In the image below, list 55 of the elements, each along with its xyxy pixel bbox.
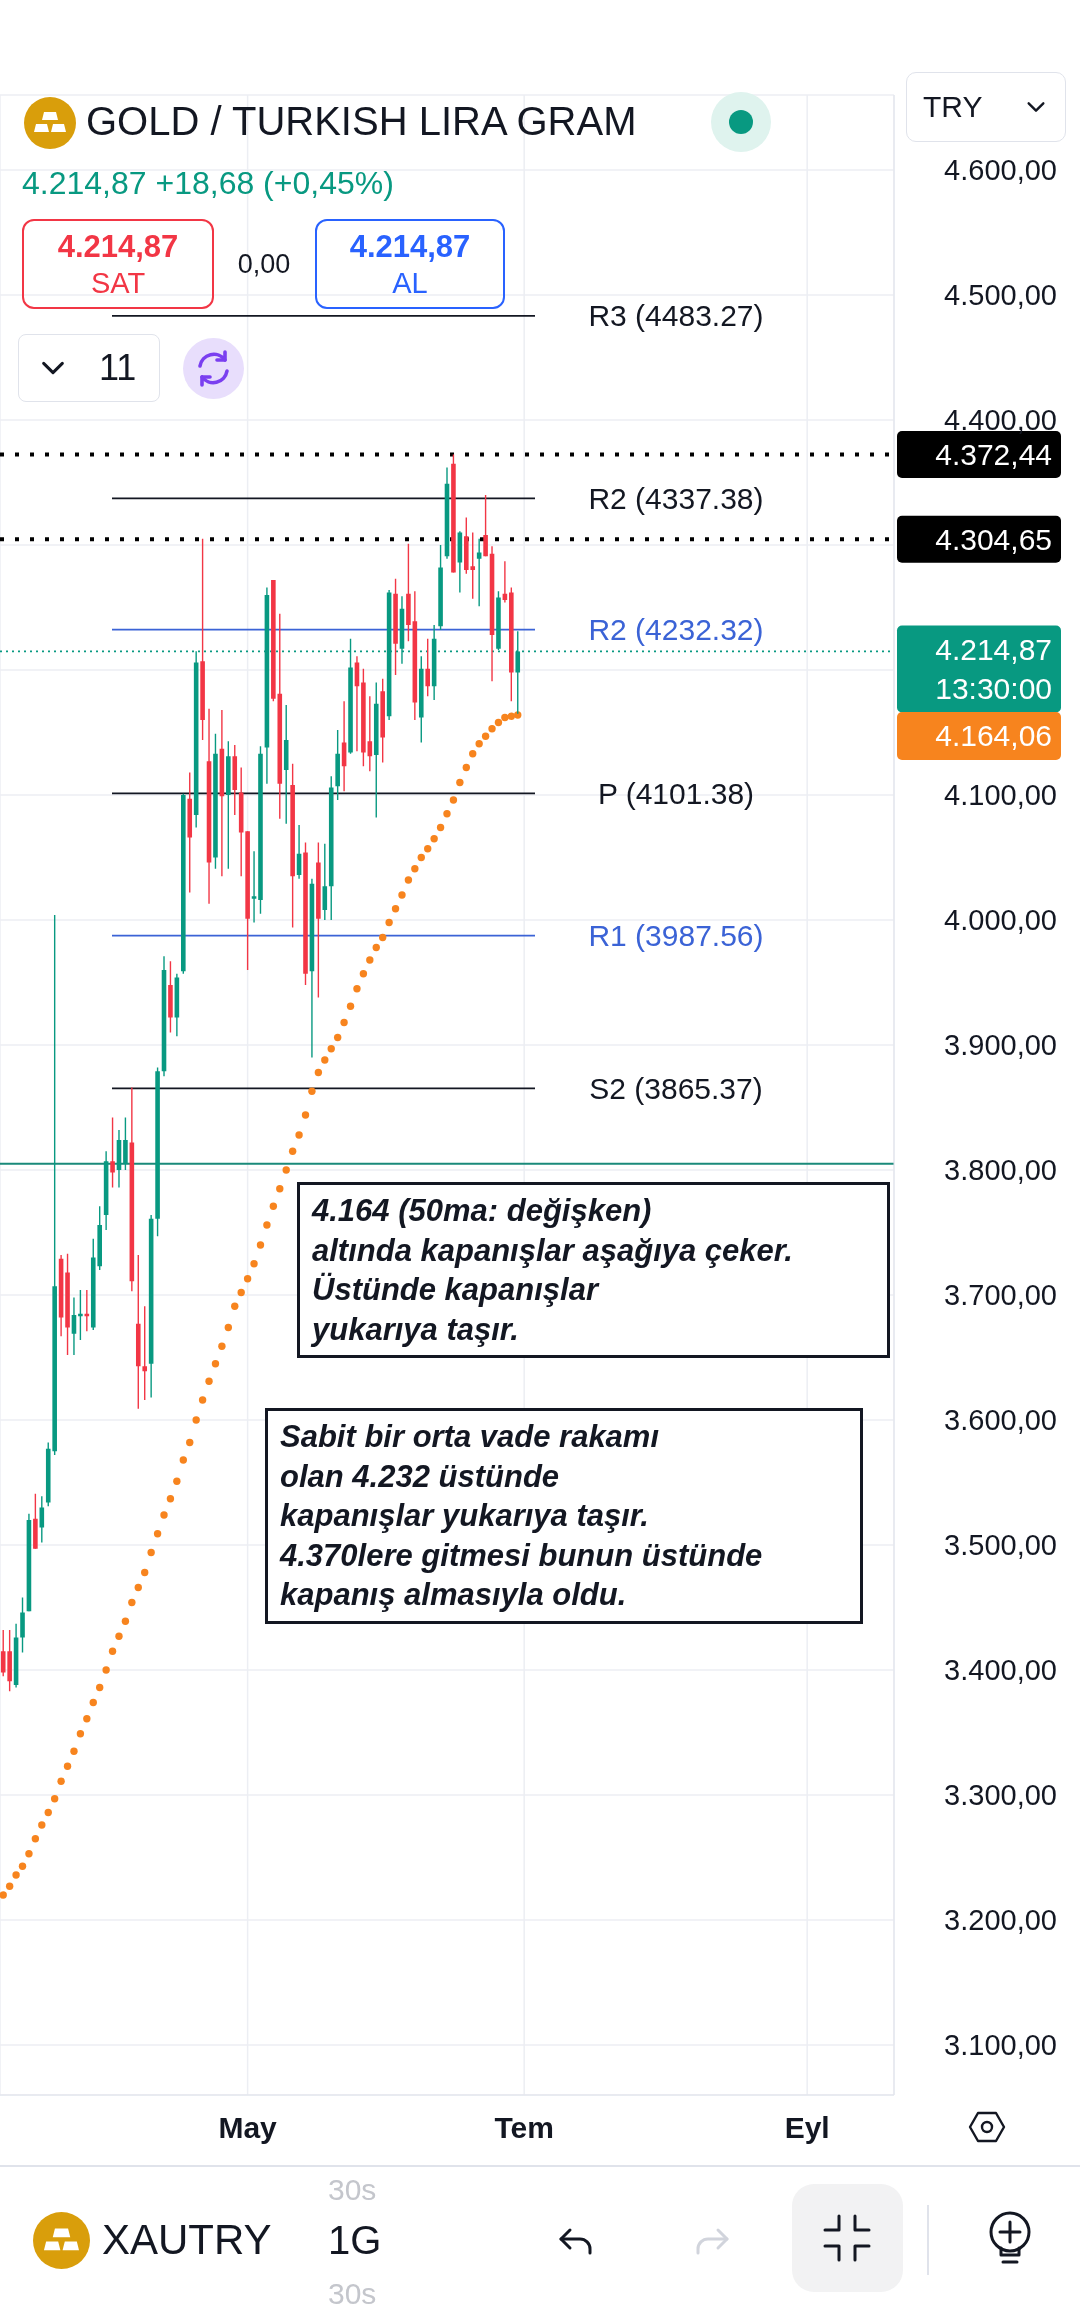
annotation: AL — [391, 266, 429, 301]
ref-line-label: 4.372,44 — [935, 438, 1052, 472]
x-tick-label: Tem — [494, 2111, 554, 2145]
note-box: Sabit bir orta vade rakamı olan 4.232 üstünde kapanışlar yukarıya taşır. 4.370lere gitmesi bunun üstünde kapanış almasıyla oldu. — [265, 1408, 863, 1624]
buy-button: 4.214,87 AL — [315, 219, 505, 309]
annotation: 0,00 — [236, 248, 292, 280]
y-tick-label: 3.400,00 — [944, 1654, 1057, 1686]
text: 13:30:00 — [935, 671, 1052, 705]
candlestick — [123, 1116, 128, 1171]
annotation: SAT — [89, 266, 147, 301]
candlestick — [425, 638, 431, 697]
ref-line-label: 4.304,65 — [935, 523, 1052, 557]
sell-button: 4.214,87 SAT — [22, 219, 214, 309]
y-tick-label: 3.200,00 — [944, 1904, 1057, 1936]
annotation: 4.164 (50ma: değişken) altında kapanışlar aşağıya çeker. Üstünde kapanışlar yukarıya taşır. — [312, 1192, 794, 1349]
annotation: 4.214,87 — [348, 229, 472, 265]
ref-line-label: R3 (4483.27) — [588, 299, 764, 333]
annotation: 11 — [99, 346, 137, 390]
y-tick-label: 4.500,00 — [944, 279, 1057, 311]
annotation: Sabit bir orta vade rakamı olan 4.232 üstünde kapanışlar yukarıya taşır. 4.370lere gitmesi bunun üstünde kapanış almasıyla oldu. — [280, 1418, 764, 1614]
ref-line-label: 4.214,87 — [935, 632, 1052, 666]
dropdown: 11 — [18, 334, 160, 402]
y-tick-label: 3.800,00 — [944, 1154, 1057, 1186]
text: 30s — [328, 2276, 377, 2312]
candlestick — [110, 1116, 115, 1189]
y-tick-label: 4.400,00 — [944, 404, 1057, 436]
y-tick-label: 3.500,00 — [944, 1529, 1057, 1561]
candlestick — [142, 1305, 148, 1401]
text: 4.164,06 — [897, 712, 1061, 761]
y-tick-label: 3.900,00 — [944, 1029, 1057, 1061]
text: 30s — [328, 2172, 377, 2208]
text: 4.214,87 +18,68 (+0,45%) — [22, 164, 394, 203]
y-tick-label: 3.100,00 — [944, 2029, 1057, 2061]
y-tick-label: 4.000,00 — [944, 904, 1057, 936]
candlestick — [251, 850, 257, 924]
ref-line-label: R2 (4337.38) — [588, 481, 764, 515]
y-tick-label: 4.600,00 — [944, 154, 1057, 186]
candlestick — [483, 494, 488, 557]
ref-line-label: S2 (3865.37) — [589, 1071, 763, 1105]
y-tick-label: 3.700,00 — [944, 1279, 1057, 1311]
ref-line-label: R1 (3987.56) — [588, 919, 764, 953]
text: XAUTRY — [102, 2215, 272, 2265]
x-tick-label: Eyl — [784, 2111, 830, 2145]
annotation: 4.214,87 — [56, 229, 180, 265]
candlestick — [322, 843, 328, 921]
x-tick-label: May — [218, 2111, 278, 2145]
note-box: 4.164 (50ma: değişken) altında kapanışlar aşağıya çeker. Üstünde kapanışlar yukarıya taşır. — [297, 1182, 890, 1358]
currency-dropdown: TRY — [906, 72, 1066, 142]
chart-title: GOLD / TURKISH LIRA GRAM — [86, 98, 637, 145]
ref-line-label: P (4101.38) — [597, 776, 755, 810]
y-tick-label: 3.300,00 — [944, 1779, 1057, 1811]
ref-line-label: R2 (4232.32) — [588, 613, 764, 647]
text: 1G — [328, 2217, 382, 2264]
y-tick-label: 3.600,00 — [944, 1404, 1057, 1436]
y-tick-label: 4.100,00 — [944, 779, 1057, 811]
